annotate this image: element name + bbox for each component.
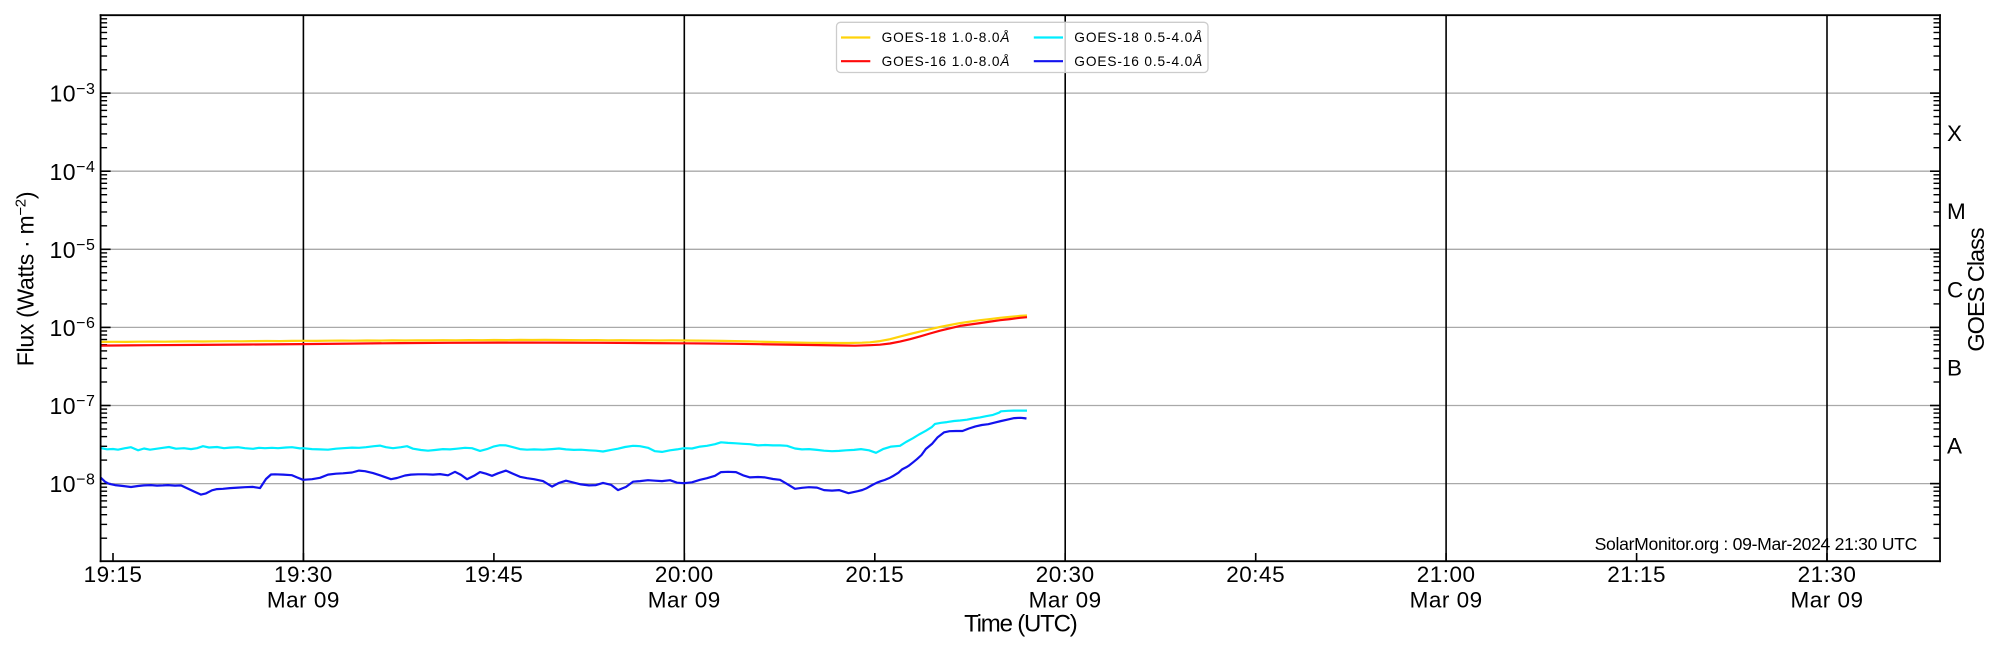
svg-text:10−5: 10−5 — [49, 237, 95, 263]
svg-text:C: C — [1947, 277, 1963, 302]
svg-text:M: M — [1947, 199, 1966, 224]
svg-text:Mar 09: Mar 09 — [1790, 588, 1863, 613]
svg-text:Mar 09: Mar 09 — [1410, 588, 1483, 613]
svg-text:Mar 09: Mar 09 — [1029, 588, 1102, 613]
svg-text:19:45: 19:45 — [464, 562, 523, 587]
svg-text:21:15: 21:15 — [1607, 562, 1666, 587]
svg-text:Flux (Watts · m−2): Flux (Watts · m−2) — [13, 192, 39, 366]
svg-text:GOES-18 1.0-8.0Å: GOES-18 1.0-8.0Å — [882, 30, 1011, 45]
svg-text:20:00: 20:00 — [655, 562, 714, 587]
svg-text:21:00: 21:00 — [1417, 562, 1476, 587]
svg-text:GOES-16 0.5-4.0Å: GOES-16 0.5-4.0Å — [1074, 54, 1203, 69]
svg-text:20:30: 20:30 — [1036, 562, 1095, 587]
svg-text:SolarMonitor.org : 09-Mar-2024: SolarMonitor.org : 09-Mar-2024 21:30 UTC — [1595, 534, 1918, 554]
svg-text:21:30: 21:30 — [1798, 562, 1857, 587]
svg-text:X: X — [1947, 121, 1962, 146]
svg-text:19:30: 19:30 — [274, 562, 333, 587]
svg-text:20:15: 20:15 — [845, 562, 904, 587]
svg-text:GOES-16 1.0-8.0Å: GOES-16 1.0-8.0Å — [882, 54, 1011, 69]
svg-text:Mar 09: Mar 09 — [648, 588, 721, 613]
svg-text:A: A — [1947, 434, 1962, 459]
svg-text:10−6: 10−6 — [49, 315, 95, 341]
svg-text:GOES-18 0.5-4.0Å: GOES-18 0.5-4.0Å — [1074, 30, 1203, 45]
svg-text:Time (UTC): Time (UTC) — [964, 610, 1077, 637]
svg-text:B: B — [1947, 355, 1962, 380]
svg-text:20:45: 20:45 — [1226, 562, 1285, 587]
svg-text:10−8: 10−8 — [49, 471, 95, 497]
svg-text:GOES Class: GOES Class — [1963, 228, 1989, 351]
svg-text:19:15: 19:15 — [84, 562, 143, 587]
svg-text:Mar 09: Mar 09 — [267, 588, 340, 613]
